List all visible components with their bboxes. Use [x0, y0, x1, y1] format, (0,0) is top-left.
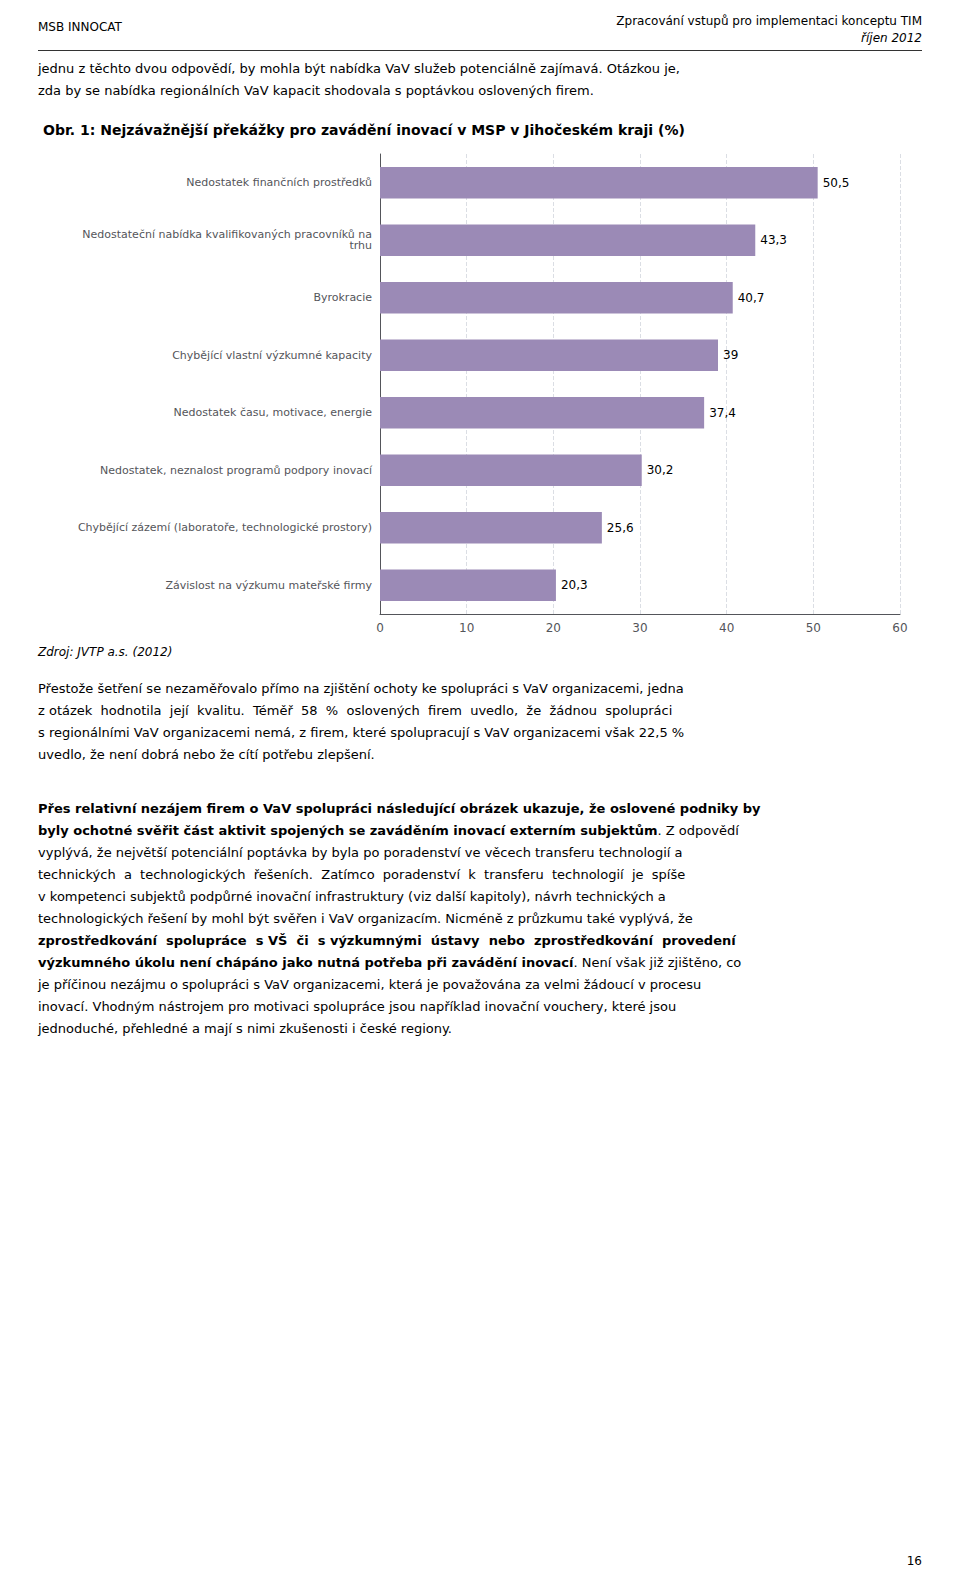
html-text:s regionálními VaV organizacem: s regionálními VaV organizacemi nemá, z …	[38, 725, 685, 740]
html-text:technických a technologických: technických a technologických řešeních. …	[38, 867, 686, 882]
html-text:zprostředkování spolupráce s V: zprostředkování spolupráce s VŠ či s výz…	[38, 933, 736, 948]
svg-text:40: 40	[719, 621, 734, 635]
svg-text:Nedostatek, neznalost programů: Nedostatek, neznalost programů podpory i…	[100, 464, 373, 477]
html-text:16: 16	[906, 1554, 922, 1568]
svg-text:0: 0	[376, 621, 384, 635]
svg-text:Chybějící zázemí (laboratoře,: Chybějící zázemí (laboratoře, technologi…	[78, 521, 372, 534]
svg-text:37,4: 37,4	[709, 406, 736, 420]
html-text:byly ochotné svěřit část aktiv: byly ochotné svěřit část aktivit spojený…	[38, 823, 739, 838]
svg-text:50,5: 50,5	[823, 176, 850, 190]
html-text:z otázek hodnotila její kvalit: z otázek hodnotila její kvalitu. Téměř 5…	[38, 703, 673, 718]
svg-text:Závislost na výzkumu mateřské: Závislost na výzkumu mateřské firmy	[165, 579, 372, 592]
svg-text:39: 39	[723, 348, 738, 362]
html-text:jednoduché, přehledné a mají s: jednoduché, přehledné a mají s nimi zkuš…	[38, 1021, 452, 1036]
svg-text:Nedostateční nabídka kvalifiko: Nedostateční nabídka kvalifikovaných pra…	[82, 228, 372, 241]
html-text:jednu z těchto dvou odpovědí,: jednu z těchto dvou odpovědí, by mohla b…	[38, 61, 680, 76]
svg-text:30: 30	[632, 621, 647, 635]
html-text:uvedlo, že není dobrá nebo že: uvedlo, že není dobrá nebo že cítí potře…	[38, 747, 375, 762]
svg-text:43,3: 43,3	[760, 233, 787, 247]
html-text:výzkumného úkolu není chápáno: výzkumného úkolu není chápáno jako nutná…	[38, 955, 742, 970]
svg-text:Obr. 1: Nejzávažnější překážky: Obr. 1: Nejzávažnější překážky pro zavád…	[43, 122, 685, 138]
svg-text:Zdroj: JVTP a.s. (2012): Zdroj: JVTP a.s. (2012)	[37, 645, 172, 659]
html-text:v kompetenci subjektů podpůrné: v kompetenci subjektů podpůrné inovační …	[38, 889, 666, 904]
html-text:Přestože šetření se nezaměřova: Přestože šetření se nezaměřovalo přímo n…	[38, 681, 684, 696]
svg-text:Byrokracie: Byrokracie	[313, 291, 372, 304]
html-text:vyplývá, že největší potenciál: vyplývá, že největší potenciální poptávk…	[38, 845, 683, 860]
svg-text:40,7: 40,7	[738, 291, 765, 305]
html-text:inovací. Vhodným nástrojem pro: inovací. Vhodným nástrojem pro motivaci …	[38, 999, 677, 1014]
html-text:technologických řešení by mohl: technologických řešení by mohl být svěře…	[38, 911, 693, 926]
svg-text:30,2: 30,2	[647, 463, 674, 477]
html-text:MSB INNOCAT: MSB INNOCAT	[38, 20, 122, 34]
html-text:je příčinou nezájmu o spoluprá: je příčinou nezájmu o spolupráci s VaV o…	[38, 977, 702, 992]
svg-text:10: 10	[459, 621, 474, 635]
svg-text:Chybějící vlastní výzkumné kap: Chybějící vlastní výzkumné kapacity	[172, 349, 372, 362]
svg-text:trhu: trhu	[349, 239, 372, 252]
svg-text:20: 20	[546, 621, 561, 635]
svg-text:25,6: 25,6	[607, 521, 634, 535]
html-text:Přes relativní nezájem firem o: Přes relativní nezájem firem o VaV spolu…	[38, 801, 761, 816]
svg-text:50: 50	[806, 621, 821, 635]
svg-text:Nedostatek finančních prostřed: Nedostatek finančních prostředků	[186, 176, 372, 189]
svg-text:Nedostatek času, motivace, ene: Nedostatek času, motivace, energie	[174, 406, 373, 419]
html-text:Zpracování vstupů pro implemen: Zpracování vstupů pro implementaci konce…	[616, 14, 922, 28]
svg-text:60: 60	[892, 621, 907, 635]
html-text:zda by se nabídka regionálních: zda by se nabídka regionálních VaV kapac…	[38, 83, 594, 98]
html-text:říjen 2012: říjen 2012	[861, 31, 922, 45]
svg-text:20,3: 20,3	[561, 578, 588, 592]
